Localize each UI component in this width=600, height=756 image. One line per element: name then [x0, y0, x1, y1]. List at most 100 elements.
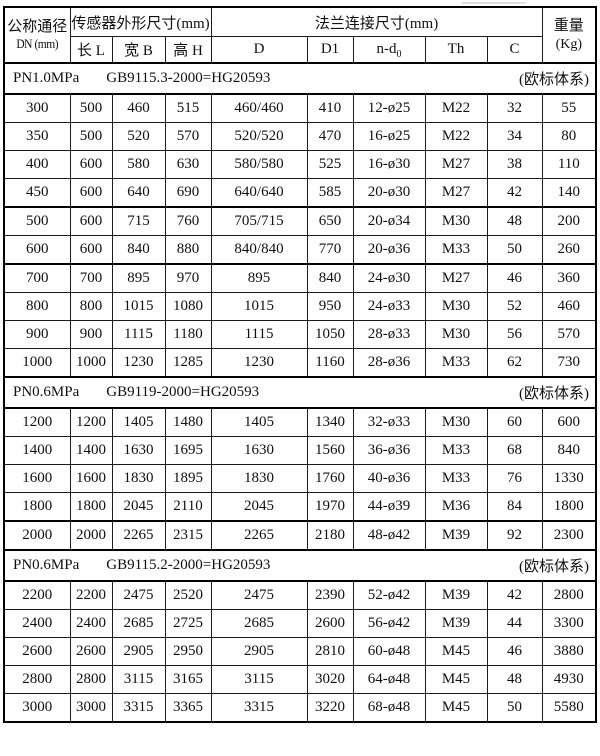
table-cell: 450 — [3, 178, 71, 208]
header-col-d1: D1 — [306, 36, 354, 64]
table-cell: 2400 — [69, 609, 113, 638]
table-cell: 16-ø30 — [352, 150, 426, 179]
table-cell: 1800 — [541, 492, 597, 522]
table-cell: 800 — [69, 292, 113, 321]
table-cell: 20-ø30 — [352, 178, 426, 208]
table-cell: 200 — [541, 206, 597, 236]
table-cell: 64-ø48 — [352, 665, 426, 694]
table-cell: 600 — [3, 235, 71, 265]
table-cell: 360 — [541, 263, 597, 293]
table-cell: 950 — [306, 292, 354, 321]
table-row: 350 500 520 570 520/520 470 16-ø25 M22 34 80 — [3, 122, 597, 151]
table-cell: 1285 — [164, 348, 212, 378]
header-flange-group: 法兰连接尺寸(mm) — [210, 6, 543, 37]
table-cell: 2400 — [3, 609, 71, 638]
table-cell: 60 — [486, 407, 543, 437]
section-row: PN1.0MPa GB9115.3-2000=HG20593 (欧标体系) — [3, 62, 597, 95]
table-cell: 1080 — [164, 292, 212, 321]
header-dn: 公称通径 DN (mm) — [3, 6, 71, 64]
table-cell: 3315 — [111, 693, 166, 723]
table-cell: 55 — [541, 93, 597, 123]
table-cell: 56-ø42 — [352, 609, 426, 638]
table-cell: 1230 — [111, 348, 166, 378]
table-cell: 2110 — [164, 492, 212, 522]
header-col-length: 长 L — [69, 36, 113, 64]
table-cell: 580/580 — [210, 150, 308, 179]
table-cell: 500 — [69, 93, 113, 123]
table-cell: 2905 — [210, 637, 308, 666]
table-row: 2800 2800 3115 3165 3115 3020 64-ø48 M45 48 4930 — [3, 665, 597, 694]
table-cell: 1970 — [306, 492, 354, 522]
table-cell: 1200 — [3, 407, 71, 437]
table-cell: 570 — [541, 320, 597, 349]
table-cell: 20-ø36 — [352, 235, 426, 265]
table-cell: 28-ø33 — [352, 320, 426, 349]
header-col-height: 高 H — [164, 36, 212, 64]
table-cell: M45 — [424, 637, 488, 666]
table-cell: 42 — [486, 580, 543, 610]
table-cell: M33 — [424, 464, 488, 493]
table-cell: 1340 — [306, 407, 354, 437]
table-cell: 1400 — [69, 436, 113, 465]
table-cell: M39 — [424, 609, 488, 638]
table-cell: 690 — [164, 178, 212, 208]
spec-sheet-page: 公称通径 DN (mm) 传感器外形尺寸(mm) 法兰连接尺寸(mm) 重量 (… — [3, 2, 598, 723]
table-cell: 46 — [486, 637, 543, 666]
table-cell: 2045 — [210, 492, 308, 522]
scan-artifact — [462, 2, 526, 4]
table-cell: 1200 — [69, 407, 113, 437]
section-standard-label: GB9119-2000=HG20593 — [106, 384, 260, 400]
table-cell: 470 — [306, 122, 354, 151]
table-cell: 44-ø39 — [352, 492, 426, 522]
table-cell: 60-ø48 — [352, 637, 426, 666]
table-cell: 50 — [486, 693, 543, 723]
table-cell: 38 — [486, 150, 543, 179]
table-cell: 1600 — [69, 464, 113, 493]
table-cell: 600 — [69, 206, 113, 236]
table-cell: 500 — [69, 122, 113, 151]
table-row: 1000 1000 1230 1285 1230 1160 28-ø36 M33 62 730 — [3, 348, 597, 378]
table-cell: 300 — [3, 93, 71, 123]
table-cell: 895 — [210, 263, 308, 293]
table-cell: 840 — [541, 436, 597, 465]
table-cell: M36 — [424, 492, 488, 522]
table-cell: 3165 — [164, 665, 212, 694]
table-cell: 760 — [164, 206, 212, 236]
table-cell: 1405 — [111, 407, 166, 437]
table-cell: 2600 — [69, 637, 113, 666]
table-cell: 570 — [164, 122, 212, 151]
table-cell: 5580 — [541, 693, 597, 723]
table-cell: 840/840 — [210, 235, 308, 265]
table-cell: 28-ø36 — [352, 348, 426, 378]
table-cell: M33 — [424, 436, 488, 465]
table-cell: 62 — [486, 348, 543, 378]
table-cell: 1830 — [111, 464, 166, 493]
table-cell: 1180 — [164, 320, 212, 349]
header-col-nd0-main: n-d — [376, 41, 397, 57]
section-cell: PN0.6MPa GB9115.2-2000=HG20593 (欧标体系) — [3, 549, 597, 582]
table-cell: M27 — [424, 150, 488, 179]
table-cell: 1000 — [69, 348, 113, 378]
table-cell: 1600 — [3, 464, 71, 493]
table-cell: 1115 — [111, 320, 166, 349]
table-cell: 2685 — [111, 609, 166, 638]
table-cell: 410 — [306, 93, 354, 123]
table-cell: 2200 — [69, 580, 113, 610]
table-cell: 110 — [541, 150, 597, 179]
table-cell: 32-ø33 — [352, 407, 426, 437]
table-cell: 68 — [486, 436, 543, 465]
table-cell: 2200 — [3, 580, 71, 610]
table-row: 1200 1200 1405 1480 1405 1340 32-ø33 M30 60 600 — [3, 407, 597, 437]
table-cell: 48 — [486, 665, 543, 694]
section-system-label: (欧标体系) — [519, 386, 590, 402]
table-cell: 1015 — [210, 292, 308, 321]
table-cell: M39 — [424, 580, 488, 610]
table-cell: 2000 — [3, 520, 71, 551]
table-row: 1600 1600 1830 1895 1830 1760 40-ø36 M33 76 1330 — [3, 464, 597, 493]
table-cell: 600 — [69, 150, 113, 179]
table-cell: 705/715 — [210, 206, 308, 236]
table-cell: 2600 — [306, 609, 354, 638]
table-row: 2600 2600 2905 2950 2905 2810 60-ø48 M45 46 3880 — [3, 637, 597, 666]
table-cell: 140 — [541, 178, 597, 208]
table-row: 2200 2200 2475 2520 2475 2390 52-ø42 M39 42 2800 — [3, 580, 597, 610]
